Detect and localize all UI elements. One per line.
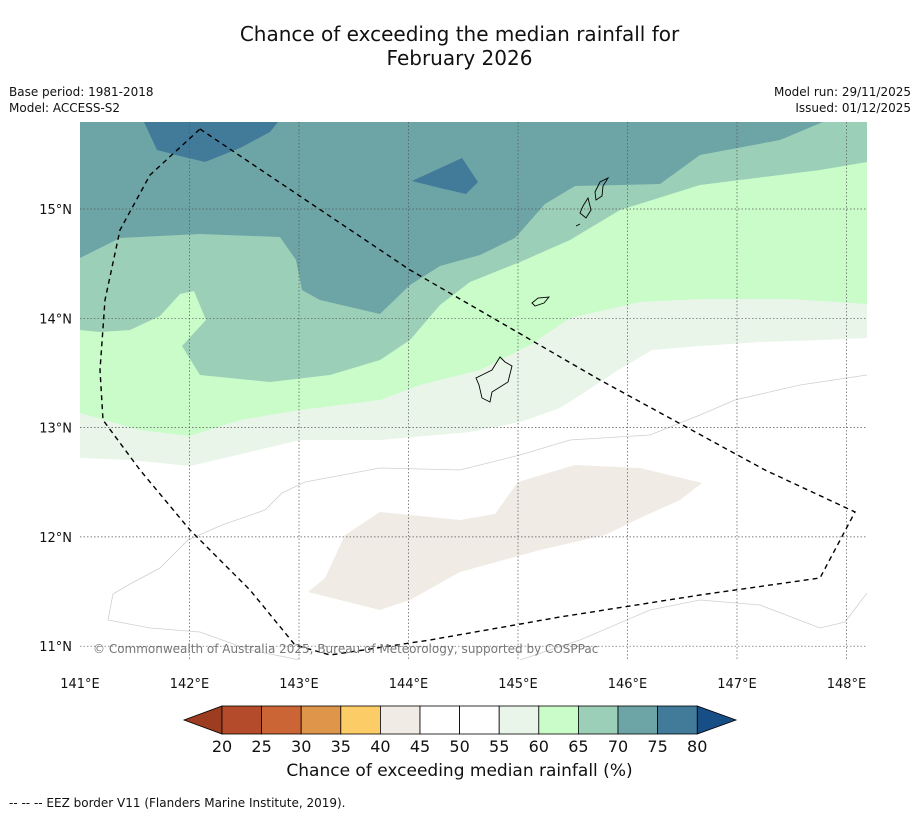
map-title: Chance of exceeding the median rainfall … — [0, 22, 919, 70]
meta-right: Model run: 29/11/2025 Issued: 01/12/2025 — [774, 84, 911, 116]
copyright-notice: © Commonwealth of Australia 2025, Bureau… — [93, 642, 598, 656]
colorbar-swatch — [498, 705, 540, 735]
colorbar-tick: 30 — [291, 737, 311, 756]
colorbar-over-arrow — [696, 705, 738, 735]
colorbar-swatch — [419, 705, 460, 735]
lon-label: 146°E — [608, 677, 648, 692]
band-75-80-west — [144, 122, 278, 162]
colorbar-swatch — [261, 705, 302, 735]
colorbar-swatch — [578, 705, 619, 735]
lon-label: 148°E — [827, 677, 867, 692]
lon-label: 142°E — [170, 677, 210, 692]
model-run: Model run: 29/11/2025 — [773, 85, 911, 99]
colorbar-swatch — [538, 705, 579, 735]
colorbar-tick: 55 — [489, 737, 509, 756]
colorbar-tick: 80 — [687, 737, 707, 756]
colorbar-label: Chance of exceeding median rainfall (%) — [286, 761, 633, 781]
colorbar-tick: 60 — [529, 737, 549, 756]
colorbar-swatch — [300, 705, 342, 735]
title-line-2: February 2026 — [386, 46, 533, 70]
colorbar-tick: 35 — [331, 737, 351, 756]
colorbar-tick: 50 — [449, 737, 469, 756]
lon-label: 145°E — [498, 677, 538, 692]
colorbar-swatch — [657, 705, 698, 735]
eez-border — [99, 128, 856, 656]
model-name: Model: ACCESS-S2 — [9, 101, 121, 115]
contour-50 — [107, 374, 867, 621]
lon-label: 147°E — [717, 677, 757, 692]
lat-label: 12°N — [39, 531, 72, 546]
lat-label: 13°N — [39, 422, 72, 437]
island-rota — [531, 296, 551, 307]
axis-labels: 141°E 142°E 143°E 144°E 145°E 146°E 147°E 148°E… — [39, 203, 866, 692]
issued-date: Issued: 01/12/2025 — [795, 101, 911, 115]
contour-50b — [107, 619, 301, 660]
base-period: Base period: 1981-2018 — [9, 85, 154, 99]
colorbar-tick: 65 — [568, 737, 588, 756]
colorbar-under-arrow — [182, 705, 223, 735]
colorbar-tick: 25 — [251, 737, 271, 756]
meta-left: Base period: 1981-2018 Model: ACCESS-S2 — [9, 84, 154, 116]
colorbar-swatch — [340, 705, 381, 735]
island-guam — [475, 356, 513, 403]
lat-label: 14°N — [39, 312, 72, 327]
title-line-1: Chance of exceeding the median rainfall … — [239, 22, 680, 46]
lon-label: 141°E — [60, 677, 100, 692]
lat-label: 15°N — [39, 203, 72, 218]
colorbar-swatch — [221, 705, 262, 735]
island-tinian — [579, 196, 592, 219]
footer-note: -- -- -- EEZ border V11 (Flanders Marine… — [9, 796, 346, 810]
lon-label: 144°E — [389, 677, 429, 692]
islands — [475, 176, 610, 403]
contour-50c — [519, 592, 867, 660]
colorbar: 20 25 30 35 40 45 50 55 60 65 70 75 80 — [182, 705, 738, 756]
colorbar-swatch — [617, 705, 658, 735]
lon-label: 143°E — [279, 677, 319, 692]
colorbar-tick: 70 — [608, 737, 628, 756]
band-75-80-east — [412, 158, 478, 194]
colorbar-tick: 20 — [212, 737, 232, 756]
map-area — [80, 122, 867, 660]
band-70-75 — [80, 122, 823, 314]
colorbar-tick: 45 — [410, 737, 430, 756]
band-45-50 — [308, 465, 702, 610]
colorbar-swatch — [379, 705, 421, 735]
colorbar-tick: 40 — [370, 737, 390, 756]
colorbar-swatch — [459, 705, 500, 735]
island-saipan — [594, 176, 610, 201]
colorbar-tick: 75 — [647, 737, 667, 756]
gridlines — [80, 122, 867, 660]
lat-label: 11°N — [39, 640, 72, 655]
island-aguijan — [575, 223, 581, 227]
